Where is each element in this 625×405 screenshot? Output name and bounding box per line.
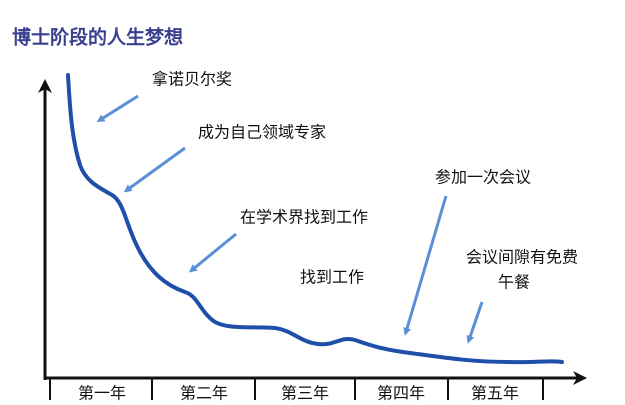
arrow [466,301,484,344]
annotation: 成为自己领域专家 [198,123,326,142]
arrow [123,146,186,193]
x-label: 第五年 [471,384,519,403]
arrow [188,232,237,273]
annotation: 在学术界找到工作 [240,208,368,227]
x-label: 第四年 [377,384,425,403]
annotation: 参加一次会议 [435,168,531,187]
x-label: 第二年 [180,384,228,403]
x-label: 第一年 [78,384,126,403]
x-ticks [49,378,544,400]
dream-curve [66,73,564,365]
arrow [96,94,139,123]
arrow [403,195,448,336]
title: 博士阶段的人生梦想 [12,26,183,49]
x-label: 第三年 [281,384,329,403]
annotation: 午餐 [498,273,530,292]
annotation: 拿诺贝尔奖 [152,70,232,89]
annotation: 会议间隙有免费 [466,248,578,267]
annotation: 找到工作 [300,268,364,287]
